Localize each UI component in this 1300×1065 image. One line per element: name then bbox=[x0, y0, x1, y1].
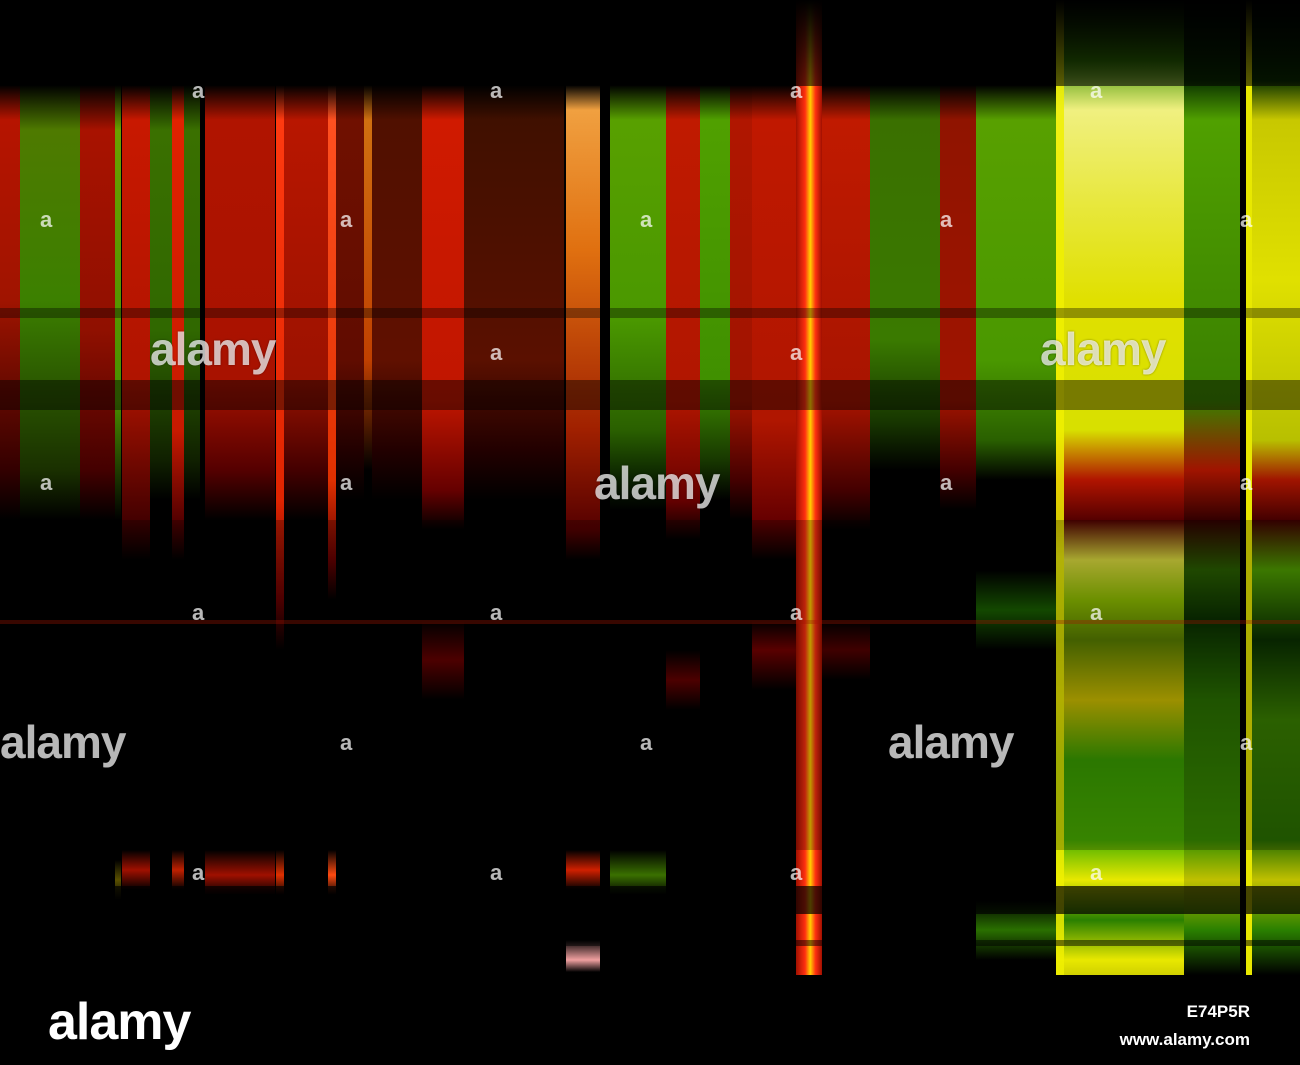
band-green-right-2 bbox=[976, 0, 1056, 975]
band-green-mid bbox=[610, 0, 666, 975]
watermark-mark: a bbox=[490, 600, 503, 625]
band-red-3 bbox=[172, 0, 184, 975]
scanline-1 bbox=[0, 308, 1300, 318]
band-red-wide-4 bbox=[752, 0, 796, 975]
band-red-wide-2 bbox=[284, 0, 329, 975]
watermark-mark: a bbox=[640, 207, 653, 232]
band-red-right-2 bbox=[940, 0, 976, 975]
watermark-mark: a bbox=[490, 340, 503, 365]
band-red-1 bbox=[80, 0, 120, 975]
watermark-mark: a bbox=[790, 600, 803, 625]
watermark-mark: a bbox=[340, 207, 353, 232]
alamy-logo: alamy bbox=[48, 993, 191, 1051]
scanline-4 bbox=[0, 886, 1300, 914]
watermark-mark: a bbox=[192, 78, 205, 103]
band-red-mid bbox=[666, 0, 700, 975]
band-orange-thin bbox=[328, 0, 336, 975]
band-orange-wide bbox=[566, 0, 600, 975]
band-red-wide-3 bbox=[422, 0, 464, 975]
watermark-mark: a bbox=[192, 600, 205, 625]
watermark-mark: a bbox=[1090, 78, 1103, 103]
image-id-label: E74P5R bbox=[1186, 1002, 1250, 1021]
watermark-mark: a bbox=[1240, 207, 1253, 232]
band-green-thin-1 bbox=[115, 0, 121, 975]
watermark-word: alamy bbox=[0, 716, 126, 768]
watermark-mark: a bbox=[940, 207, 953, 232]
band-red-right-1 bbox=[822, 0, 870, 975]
watermark-mark: a bbox=[490, 860, 503, 885]
band-dark-red-4 bbox=[372, 0, 422, 975]
watermark-mark: a bbox=[192, 860, 205, 885]
watermark-word: alamy bbox=[150, 323, 276, 375]
watermark-word: alamy bbox=[888, 716, 1014, 768]
band-dark-red-5 bbox=[464, 0, 564, 975]
band-red-mid-2 bbox=[730, 0, 752, 975]
band-orange-thin-2 bbox=[364, 0, 372, 975]
band-bright-red-line bbox=[796, 0, 822, 975]
band-far-right bbox=[1252, 0, 1300, 975]
band-green-right-1 bbox=[870, 0, 940, 975]
watermark-mark: a bbox=[40, 207, 53, 232]
scanline-5 bbox=[0, 940, 1300, 946]
band-yellow-edge bbox=[1056, 0, 1064, 975]
band-green-left bbox=[20, 0, 80, 975]
band-green-mid-2 bbox=[700, 0, 730, 975]
watermark-mark: a bbox=[640, 730, 653, 755]
watermark-mark: a bbox=[790, 78, 803, 103]
watermark-mark: a bbox=[490, 78, 503, 103]
band-yellow-block bbox=[1056, 0, 1184, 975]
scanline-2 bbox=[0, 380, 1300, 410]
band-dark-green-right bbox=[1184, 0, 1240, 975]
footer-bar bbox=[0, 975, 1300, 1065]
watermark-mark: a bbox=[340, 470, 353, 495]
watermark-mark: a bbox=[1240, 470, 1253, 495]
band-red-left bbox=[0, 0, 20, 975]
watermark-mark: a bbox=[790, 340, 803, 365]
lower-dark-area bbox=[0, 520, 1300, 850]
band-red-thin-2 bbox=[276, 0, 284, 975]
watermark-mark: a bbox=[1090, 600, 1103, 625]
site-url-label: www.alamy.com bbox=[1119, 1030, 1250, 1049]
watermark-word: alamy bbox=[594, 457, 720, 509]
band-dark-red-3 bbox=[336, 0, 366, 975]
watermark-mark: a bbox=[1240, 730, 1253, 755]
scanline-3 bbox=[0, 620, 1300, 624]
abstract-photo: alamy alamy alamy alamy alamy a a a a a … bbox=[0, 0, 1300, 975]
band-red-2 bbox=[122, 0, 150, 975]
watermark-word: alamy bbox=[1040, 323, 1166, 375]
band-red-wide-1 bbox=[205, 0, 275, 975]
watermark-mark: a bbox=[40, 470, 53, 495]
band-yellow-thin-right bbox=[1246, 0, 1252, 975]
watermark-mark: a bbox=[940, 470, 953, 495]
watermark-mark: a bbox=[340, 730, 353, 755]
watermark-mark: a bbox=[1090, 860, 1103, 885]
watermark-mark: a bbox=[790, 860, 803, 885]
